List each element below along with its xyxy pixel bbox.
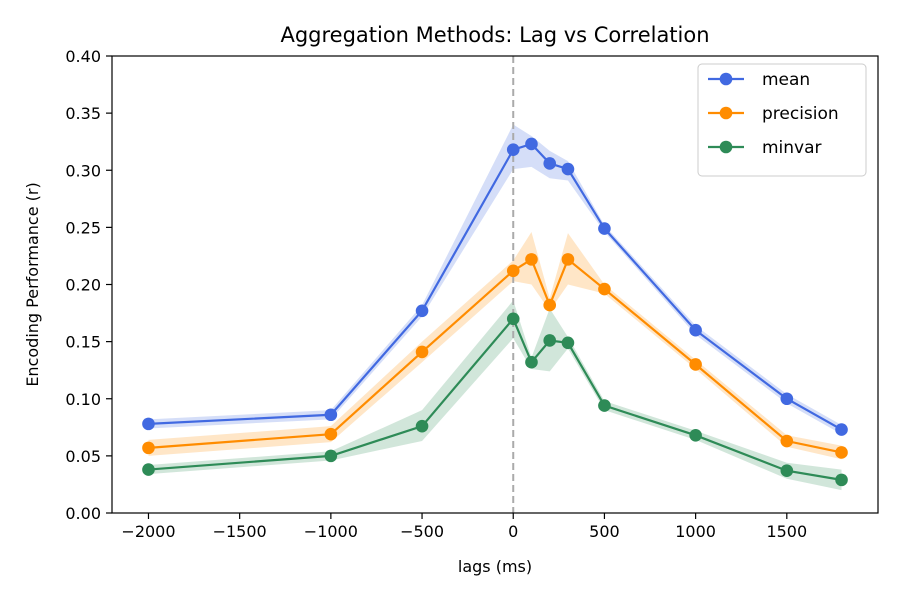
point-precision (561, 253, 575, 266)
point-minvar (415, 419, 429, 433)
x-tick-label: 1000 (675, 522, 716, 541)
point-precision (835, 446, 848, 459)
point-mean (561, 162, 575, 176)
point-minvar (561, 336, 575, 350)
x-tick-label: −2000 (121, 522, 175, 541)
point-minvar (835, 473, 848, 487)
x-axis-ticks: −2000 −1500 −1000 −500 0 500 1000 1500 (121, 513, 807, 541)
point-minvar (598, 399, 611, 412)
point-precision (324, 427, 338, 441)
legend-marker-minvar (719, 140, 733, 154)
point-minvar (689, 429, 702, 442)
legend-marker-mean (719, 72, 733, 86)
y-tick-label: 0.35 (65, 104, 101, 123)
y-tick-label: 0.20 (65, 276, 101, 295)
x-tick-label: −1500 (213, 522, 267, 541)
x-tick-label: −1000 (304, 522, 358, 541)
series-markers (142, 137, 848, 487)
x-axis-title: lags (ms) (458, 557, 532, 576)
band-mean (148, 124, 842, 435)
legend-label-minvar: minvar (762, 138, 822, 158)
point-minvar (506, 312, 520, 326)
point-mean (525, 137, 538, 151)
point-precision (598, 282, 611, 296)
y-tick-label: 0.10 (65, 390, 101, 409)
point-mean (689, 323, 702, 337)
point-precision (543, 298, 557, 312)
point-precision (415, 345, 429, 359)
point-minvar (142, 463, 155, 476)
point-mean (780, 392, 794, 406)
point-minvar (525, 355, 538, 369)
point-precision (142, 441, 155, 455)
y-tick-label: 0.05 (65, 447, 101, 466)
y-tick-label: 0.00 (65, 504, 101, 523)
point-mean (324, 408, 338, 422)
legend-label-mean: mean (762, 70, 810, 90)
point-mean (835, 423, 848, 436)
x-tick-label: 1500 (766, 522, 807, 541)
x-tick-label: −500 (400, 522, 444, 541)
y-axis-ticks: 0.00 0.05 0.10 0.15 0.20 0.25 0.30 0.35 0.40 (65, 47, 112, 523)
y-tick-label: 0.25 (65, 218, 101, 237)
point-mean (142, 417, 155, 431)
y-tick-label: 0.30 (65, 161, 101, 180)
point-minvar (543, 334, 557, 347)
point-mean (415, 304, 429, 318)
legend: mean precision minvar (697, 63, 867, 177)
point-mean (598, 222, 611, 235)
point-mean (543, 157, 557, 170)
confidence-bands (148, 124, 842, 491)
legend-marker-precision (719, 106, 733, 120)
point-precision (780, 434, 794, 448)
point-minvar (324, 449, 338, 463)
chart-title: Aggregation Methods: Lag vs Correlation (280, 23, 709, 47)
point-mean (506, 143, 520, 156)
y-axis-title: Encoding Performance (r) (23, 182, 42, 386)
legend-label-precision: precision (762, 104, 839, 124)
y-tick-label: 0.15 (65, 333, 101, 352)
point-precision (506, 264, 520, 278)
point-minvar (780, 464, 794, 478)
x-tick-label: 0 (508, 522, 518, 541)
y-tick-label: 0.40 (65, 47, 101, 66)
point-precision (525, 253, 538, 266)
band-precision (148, 231, 842, 460)
x-tick-label: 500 (589, 522, 620, 541)
point-precision (689, 358, 702, 371)
band-minvar (148, 300, 842, 491)
